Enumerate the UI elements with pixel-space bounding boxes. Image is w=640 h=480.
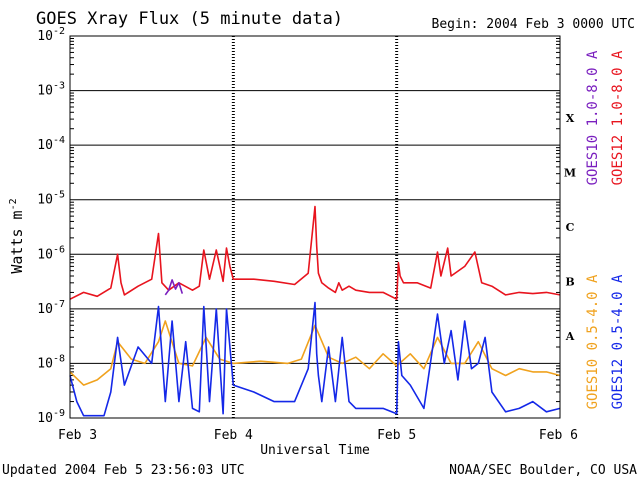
x-axis-ticks: Feb 3 Feb 4 Feb 5 Feb 6 [58,36,578,443]
flare-class-label: C [566,221,575,234]
y-tick-label: 10-2 [37,26,65,44]
legend-entry: GOES10 0.5-4.0 A [585,274,601,409]
y-axis-label-exp: -2 [8,198,19,210]
x-tick-label: Feb 3 [58,428,97,443]
y-tick-label: 10-5 [37,190,65,208]
y-tick-label: 10-4 [37,135,65,153]
legend-entry: GOES12 0.5-4.0 A [610,274,626,409]
y-tick-label: 10-6 [37,244,65,262]
flare-class-label: X [566,112,575,125]
x-tick-label: Feb 6 [539,428,578,443]
flare-class-labels: X M C B A [564,112,576,343]
legend-entry: GOES12 1.0-8.0 A [610,50,626,185]
y-axis-ticks: 10-2 10-3 10-4 10-5 10-6 10-7 10-8 10-9 [37,26,560,426]
y-axis-label-text: Watts m [8,210,26,273]
y-tick-label: 10-8 [37,353,65,371]
begin-label: Begin: 2004 Feb 3 0000 UTC [432,17,636,32]
y-tick-label: 10-9 [37,408,65,426]
svg-text:Watts m-2: Watts m-2 [8,198,26,273]
y-tick-label: 10-7 [37,299,65,317]
series-line [69,301,561,417]
footer-source: NOAA/SEC Boulder, CO USA [449,463,637,478]
x-tick-label: Feb 4 [214,428,253,443]
flare-class-label: M [564,166,576,179]
legend: GOES10 1.0-8.0 A GOES12 1.0-8.0 A GOES10 0… [585,50,626,409]
series-line [69,320,561,386]
footer-updated: Updated 2004 Feb 5 23:56:03 UTC [2,463,245,478]
series-line [69,205,561,301]
y-tick-label: 10-3 [37,81,65,99]
series-group [69,205,561,417]
x-axis-label: Universal Time [260,443,370,458]
x-tick-label: Feb 5 [377,428,416,443]
flare-class-label: B [565,276,574,289]
series-line [164,279,184,296]
plot-frame [69,35,561,419]
flare-class-label: A [565,330,575,343]
legend-entry: GOES10 1.0-8.0 A [585,50,601,185]
chart-title: GOES Xray Flux (5 minute data) [36,9,343,29]
y-axis-label: Watts m-2 [8,198,26,273]
